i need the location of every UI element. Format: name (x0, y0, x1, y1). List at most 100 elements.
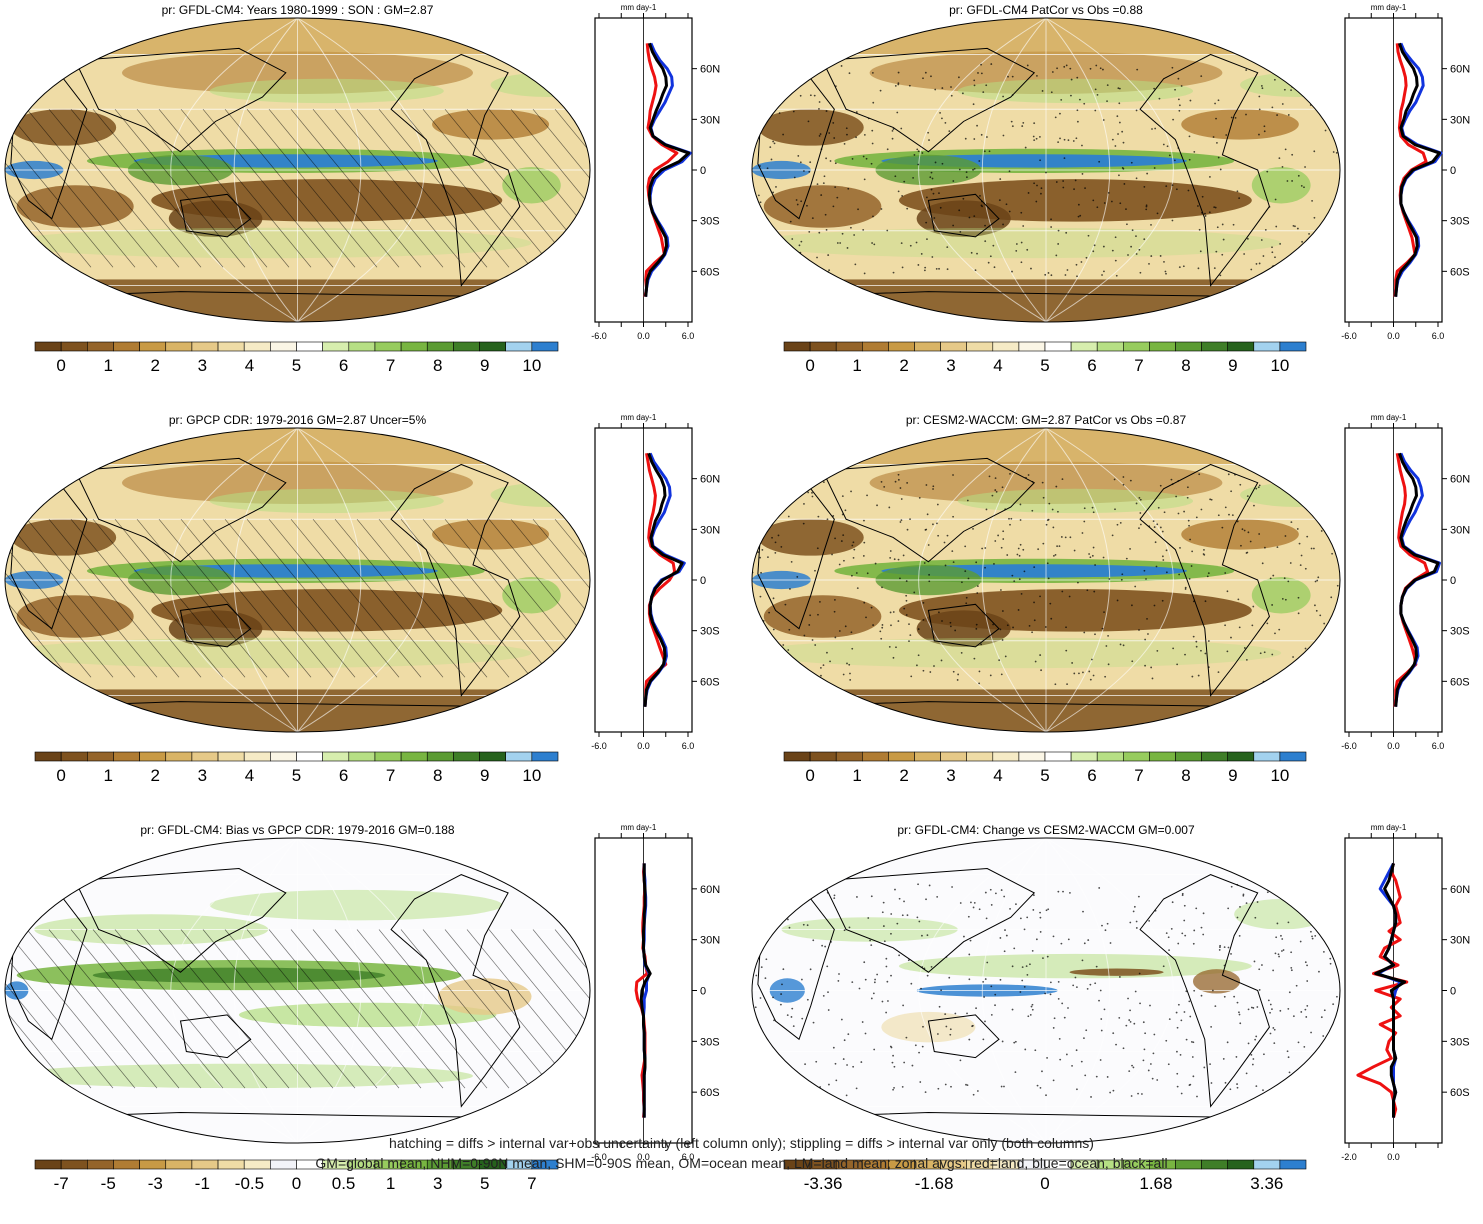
stipple-dot (777, 534, 780, 537)
stipple-dot (941, 117, 943, 120)
stipple-dot (802, 923, 805, 926)
stipple-dot (1278, 157, 1281, 160)
stipple-dot (1011, 965, 1014, 968)
stipple-dot (886, 229, 889, 232)
stipple-dot (782, 644, 785, 646)
stipple-dot (1103, 202, 1106, 204)
stipple-dot (1203, 553, 1206, 556)
stipple-dot (930, 171, 933, 174)
stipple-dot (968, 953, 971, 956)
stipple-dot (1263, 1053, 1265, 1056)
stipple-dot (920, 252, 923, 255)
stipple-dot (923, 562, 926, 564)
stipple-dot (1245, 658, 1248, 661)
hatch-line (5, 518, 136, 678)
stipple-dot (785, 478, 788, 481)
stipple-dot (752, 648, 754, 651)
stipple-dot (1295, 488, 1297, 491)
stipple-dot (1262, 255, 1265, 257)
stipple-dot (890, 1046, 893, 1049)
stipple-dot (1181, 894, 1184, 897)
stipple-dot (973, 657, 976, 660)
stipple-dot (1001, 1040, 1004, 1043)
stipple-dot (899, 577, 901, 580)
colorbar-swatch (966, 341, 994, 352)
colorbar-swatch (217, 751, 245, 762)
stipple-dot (1337, 623, 1340, 626)
continent-asia (74, 47, 287, 153)
stipple-dot (986, 961, 989, 964)
hatch-line (70, 518, 202, 678)
map-panel-bias (4, 837, 591, 1144)
stipple-dot (855, 572, 858, 574)
stipple-dot (822, 481, 825, 484)
stipple-dot (1066, 269, 1069, 271)
meridian-line (297, 428, 362, 732)
stipple-dot (1050, 226, 1053, 228)
hatch-line (92, 518, 224, 678)
stipple-dot (897, 82, 900, 85)
continent-americas (1139, 874, 1270, 1108)
stipple-dot (870, 997, 873, 1000)
stipple-dot (1015, 243, 1018, 245)
stipple-dot (783, 915, 786, 918)
stipple-dot (923, 269, 926, 272)
stipple-dot (1033, 182, 1036, 185)
stipple-dot (1221, 526, 1224, 529)
stipple-dot (890, 624, 892, 627)
stipple-dot (1187, 189, 1190, 192)
stipple-dot (1027, 474, 1030, 476)
stipple-dot (894, 888, 896, 891)
hatch-line (510, 929, 590, 1089)
colorbar-tick-label: 0.5 (332, 1174, 356, 1193)
stipple-dot (757, 551, 760, 554)
stipple-dot (865, 157, 868, 160)
stipple-dot (827, 254, 830, 256)
stipple-dot (1245, 552, 1248, 554)
stipple-dot (873, 1048, 876, 1051)
stipple-dot (811, 495, 814, 498)
stipple-dot (1010, 120, 1013, 123)
stipple-dot (1039, 595, 1041, 598)
colorbar-swatch (940, 341, 967, 352)
stipple-dot (1274, 632, 1276, 635)
stipple-dot (943, 541, 946, 544)
stipple-dot (1174, 88, 1176, 91)
stipple-dot (863, 519, 865, 522)
stipple-dot (1197, 674, 1200, 677)
stipple-dot (937, 534, 940, 537)
stipple-dot (984, 240, 987, 243)
stipple-dot (843, 142, 846, 145)
stipple-dot (760, 494, 762, 497)
stipple-dot (1042, 542, 1045, 545)
meridian-line (297, 428, 425, 732)
stipple-dot (1305, 275, 1307, 278)
stipple-dot (1176, 1050, 1178, 1053)
x-tick-label: 0.0 (637, 331, 650, 341)
stipple-dot (892, 1054, 894, 1057)
stipple-dot (1070, 78, 1073, 81)
colorbar-swatch (60, 341, 88, 352)
hatch-line (224, 518, 356, 678)
stipple-dot (851, 981, 854, 984)
stipple-dot (1067, 938, 1070, 941)
stipple-dot (806, 204, 808, 207)
stipple-dot (1258, 968, 1261, 971)
stipple-dot (1044, 992, 1047, 995)
stipple-dot (925, 484, 928, 486)
stipple-dot (796, 576, 799, 578)
stipple-dot (984, 1020, 986, 1023)
stipple-dot (1227, 907, 1230, 910)
stipple-dot (1147, 633, 1149, 635)
stipple-dot (774, 552, 777, 554)
stipple-dot (1145, 204, 1148, 207)
colorbar-tick-label: 4 (993, 356, 1002, 375)
stipple-dot (1258, 533, 1261, 535)
stipple-dot (1167, 1063, 1170, 1066)
stipple-dot (776, 474, 779, 477)
stipple-dot (832, 205, 835, 208)
continent-asia (821, 47, 1036, 153)
stipple-dot (1081, 144, 1083, 147)
stipple-dot (972, 527, 974, 530)
stipple-dot (1035, 200, 1038, 203)
